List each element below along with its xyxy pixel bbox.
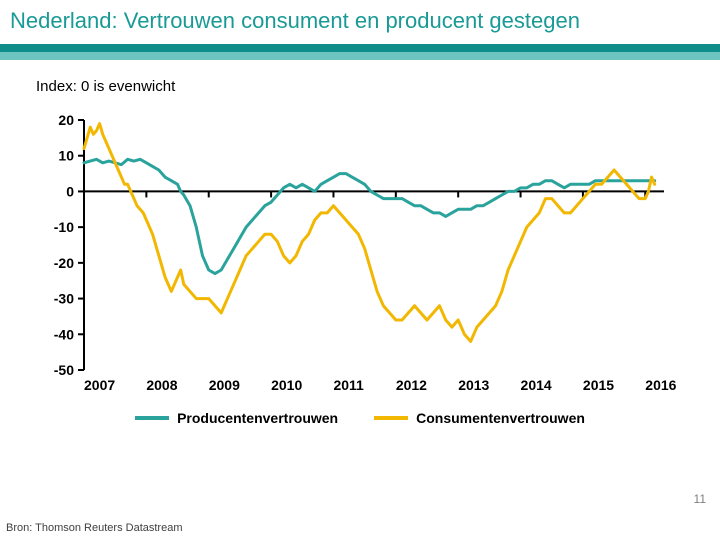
y-tick-label: 0: [66, 183, 74, 199]
y-tick-label: -40: [54, 326, 74, 342]
y-tick-label: 10: [58, 148, 74, 164]
slide-title: Nederland: Vertrouwen consument en produ…: [10, 8, 580, 34]
chart-subtitle: Index: 0 is evenwicht: [36, 78, 175, 95]
x-tick-label: 2016: [645, 377, 676, 393]
legend-label: Consumentenvertrouwen: [416, 410, 585, 426]
x-tick-label: 2009: [209, 377, 240, 393]
chart-container: -50 -40 -30 -20 -10 0 10 20 2007 2008 2009 2010 2011…: [36, 110, 684, 450]
x-tick-label: 2007: [84, 377, 115, 393]
series-line: [84, 124, 655, 342]
y-tick-label: -10: [54, 219, 74, 235]
x-tick-label: 2014: [521, 377, 552, 393]
legend-swatch: [135, 416, 169, 420]
x-tick-label: 2015: [583, 377, 614, 393]
y-tick-label: 20: [58, 112, 74, 128]
y-tick-label: -50: [54, 362, 74, 378]
y-tick-label: -20: [54, 255, 74, 271]
x-tick-label: 2012: [396, 377, 427, 393]
legend-label: Producentenvertrouwen: [177, 410, 338, 426]
y-tick-label: -30: [54, 291, 74, 307]
x-tick-label: 2008: [146, 377, 177, 393]
source-attribution: Bron: Thomson Reuters Datastream: [6, 522, 182, 534]
slide: Nederland: Vertrouwen consument en produ…: [0, 0, 720, 540]
x-tick-label: 2013: [458, 377, 489, 393]
title-divider: [0, 44, 720, 60]
page-number: 11: [694, 492, 706, 506]
chart-legend: Producentenvertrouwen Consumentenvertrouw…: [36, 410, 684, 426]
legend-item: Consumentenvertrouwen: [374, 410, 585, 426]
line-chart: -50 -40 -30 -20 -10 0 10 20 2007 2008 2009 2010 2011…: [36, 110, 684, 450]
legend-item: Producentenvertrouwen: [135, 410, 338, 426]
x-tick-label: 2011: [333, 377, 364, 393]
divider-light-band: [0, 52, 720, 60]
divider-dark-band: [0, 44, 720, 52]
x-tick-label: 2010: [271, 377, 302, 393]
legend-swatch: [374, 416, 408, 420]
series-line: [84, 159, 655, 273]
